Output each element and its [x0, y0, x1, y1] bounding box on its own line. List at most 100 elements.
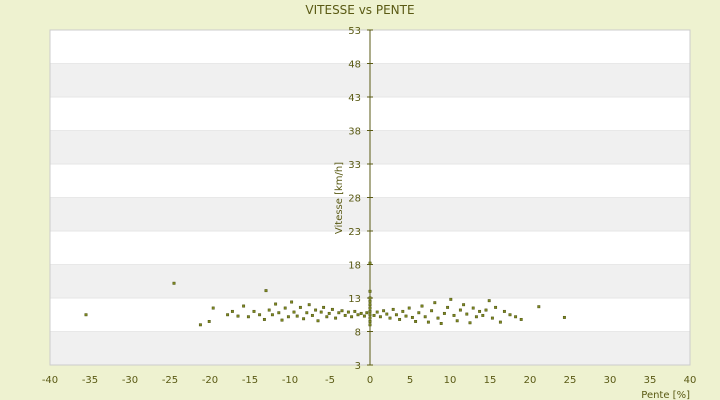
data-point: [264, 289, 268, 293]
data-point: [368, 313, 372, 317]
data-point: [462, 303, 466, 307]
x-tick-label: -25: [162, 375, 178, 386]
data-point: [401, 309, 405, 313]
data-point: [365, 311, 369, 315]
data-point: [283, 306, 287, 310]
data-point: [478, 309, 482, 313]
data-point: [262, 317, 266, 321]
data-point: [417, 311, 421, 315]
x-tick-label: 25: [564, 375, 577, 386]
data-point: [350, 315, 354, 319]
data-point: [481, 313, 485, 317]
data-point: [198, 323, 202, 327]
data-point: [286, 315, 290, 319]
data-point: [420, 304, 424, 308]
data-point: [343, 313, 347, 317]
x-axis-label: Pente [%]: [641, 390, 690, 400]
x-axis-ticks: -40 -35 -30 -25 -20 -15 -10 -5 0 5 10 15 20 25 30 35 40: [42, 375, 697, 386]
y-tick-label: 48: [348, 60, 361, 71]
x-tick-label: 35: [644, 375, 657, 386]
data-point: [439, 322, 443, 325]
data-point: [410, 315, 414, 319]
y-tick-label: 13: [348, 294, 361, 305]
x-tick-label: -15: [242, 375, 258, 386]
data-point: [274, 302, 278, 306]
data-point: [368, 303, 372, 307]
data-point: [292, 310, 296, 314]
data-point: [423, 315, 427, 319]
data-point: [340, 309, 344, 313]
data-point: [468, 321, 472, 325]
x-tick-label: 0: [367, 375, 373, 386]
data-point: [404, 314, 408, 318]
data-point: [290, 300, 294, 304]
data-point: [378, 315, 382, 319]
data-point: [407, 306, 411, 310]
data-point: [452, 313, 456, 317]
y-tick-label: 3: [355, 361, 361, 372]
data-point: [246, 315, 250, 319]
data-point: [307, 303, 311, 307]
y-tick-label: 23: [348, 227, 361, 238]
x-tick-label: 5: [407, 375, 413, 386]
data-point: [252, 309, 256, 313]
data-point: [375, 310, 379, 314]
data-point: [382, 309, 386, 313]
x-tick-label: 40: [684, 375, 697, 386]
data-point: [388, 316, 392, 320]
data-point: [368, 261, 372, 265]
data-point: [368, 316, 372, 320]
data-point: [449, 297, 453, 301]
data-point: [277, 311, 281, 315]
data-point: [465, 312, 469, 316]
x-tick-label: -35: [82, 375, 98, 386]
data-point: [84, 313, 88, 317]
y-tick-label: 53: [348, 26, 361, 37]
data-point: [494, 305, 498, 309]
data-point: [356, 313, 360, 317]
data-point: [295, 314, 299, 318]
y-tick-label: 8: [355, 328, 361, 339]
data-point: [267, 308, 271, 312]
data-point: [211, 306, 215, 310]
y-tick-label: 43: [348, 93, 361, 104]
data-point: [508, 313, 512, 317]
data-point: [514, 315, 518, 319]
data-point: [314, 308, 318, 312]
data-point: [327, 311, 331, 315]
data-point: [368, 309, 372, 313]
data-point: [372, 313, 376, 317]
data-point: [319, 310, 323, 314]
data-point: [426, 320, 430, 324]
data-point: [368, 299, 372, 303]
data-point: [280, 318, 284, 322]
data-point: [226, 313, 230, 317]
data-point: [474, 315, 478, 319]
data-point: [385, 312, 389, 316]
data-point: [368, 306, 372, 310]
data-point: [337, 311, 341, 315]
data-point: [471, 306, 475, 310]
data-point: [172, 281, 176, 285]
data-point: [394, 313, 398, 317]
data-point: [484, 308, 488, 312]
data-point: [207, 320, 211, 323]
data-point: [446, 305, 450, 309]
data-point: [368, 289, 372, 293]
x-tick-label: 10: [444, 375, 457, 386]
data-point: [258, 313, 262, 317]
data-point: [359, 311, 363, 315]
x-tick-label: 30: [604, 375, 617, 386]
x-tick-label: -10: [282, 375, 298, 386]
data-point: [442, 311, 446, 315]
data-point: [398, 317, 402, 321]
data-point: [487, 299, 491, 303]
data-point: [519, 317, 523, 321]
data-point: [368, 320, 372, 323]
data-point: [414, 320, 418, 323]
x-tick-label: -40: [42, 375, 58, 386]
data-point: [330, 307, 334, 311]
data-point: [334, 316, 338, 320]
data-point: [436, 316, 440, 320]
